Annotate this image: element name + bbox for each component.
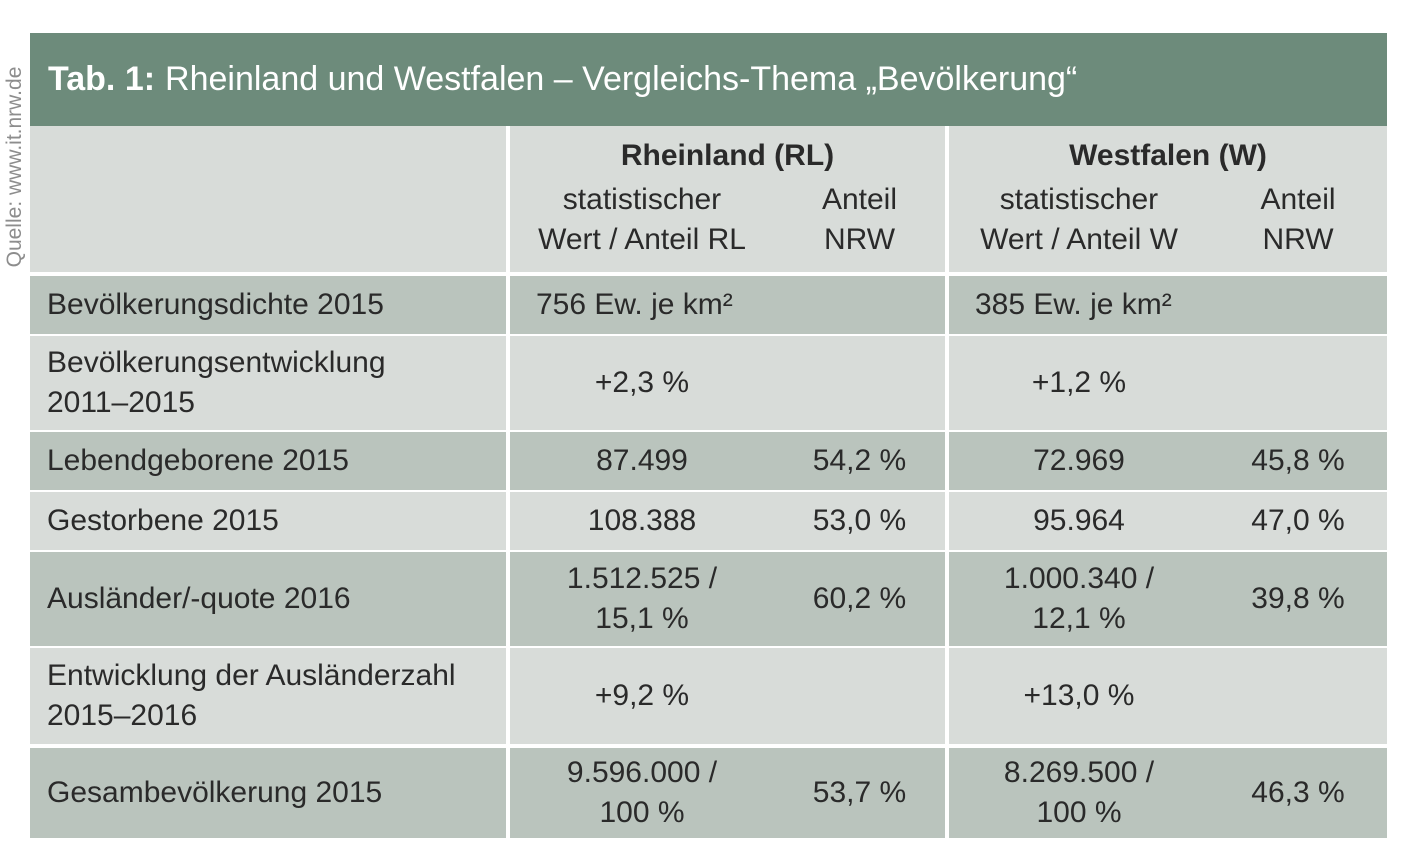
header-westfalen: Westfalen (W) [944,126,1388,176]
population-table: Rheinland (RL) Westfalen (W) statistisch… [30,126,1388,838]
header-rl-share-line1: Anteil [821,183,898,216]
w-value-line1: 8.269.500 / [1003,756,1155,789]
w-share: 39,8 % [1209,550,1388,647]
table-row: Gestorbene 2015 108.388 53,0 % 95.964 47… [30,490,1388,551]
rl-share: 53,7 % [774,744,947,838]
table-row: Ausländer/-quote 2016 1.512.525 / 15,1 %… [30,550,1388,647]
rl-value-line2: 100 % [599,796,685,829]
table-panel: Tab. 1: Rheinland und Westfalen – Vergle… [30,33,1388,838]
row-label-line1: Bevölkerungsentwicklung [47,346,386,379]
table-row: Lebendgeborene 2015 87.499 54,2 % 72.969… [30,430,1388,491]
header-row-subcolumns: statistischer Wert / Anteil RL Anteil NR… [30,176,1388,274]
rl-value: 87.499 [506,430,774,491]
table-title-prefix: Tab. 1: [48,60,156,98]
rl-value: 1.512.525 / 15,1 % [506,550,774,647]
w-value-line1: 1.000.340 / [1003,562,1155,595]
row-label-line1: Entwicklung der Ausländerzahl [47,659,456,692]
source-note: Quelle: www.it.nrw.de [0,33,30,301]
table-row: Entwicklung der Ausländerzahl 2015–2016 … [30,646,1388,746]
row-label: Bevölkerungsdichte 2015 [30,272,508,335]
rl-value: 9.596.000 / 100 % [506,744,774,838]
header-rl-value-line1: statistischer [562,183,722,216]
w-share [1209,334,1388,431]
rl-value: 756 Ew. je km² [506,272,947,335]
table-title: Tab. 1: Rheinland und Westfalen – Vergle… [30,33,1387,126]
header-w-share-line2: NRW [1262,223,1334,256]
w-value: +13,0 % [945,646,1209,746]
header-rl-value: statistischer Wert / Anteil RL [506,176,774,274]
rl-share [774,334,947,431]
row-label-line2: 2011–2015 [47,386,195,419]
row-label: Lebendgeborene 2015 [30,430,508,491]
header-w-value: statistischer Wert / Anteil W [945,176,1209,274]
w-value: 72.969 [945,430,1209,491]
header-rheinland: Rheinland (RL) [506,126,947,176]
rl-share [774,646,947,746]
w-value: 8.269.500 / 100 % [945,744,1209,838]
w-share: 46,3 % [1209,744,1388,838]
rl-value: +9,2 % [506,646,774,746]
rl-share: 60,2 % [774,550,947,647]
w-value: 385 Ew. je km² [944,272,1388,335]
row-label: Bevölkerungsentwicklung 2011–2015 [30,334,508,431]
w-value: +1,2 % [945,334,1209,431]
table-row: Bevölkerungsentwicklung 2011–2015 +2,3 %… [30,334,1388,431]
row-label-line2: 2015–2016 [47,699,198,732]
row-label: Gesambevölkerung 2015 [30,744,508,838]
w-value: 1.000.340 / 12,1 % [945,550,1209,647]
table-row: Gesambevölkerung 2015 9.596.000 / 100 % … [30,744,1388,838]
header-w-share: Anteil NRW [1209,176,1388,274]
w-share: 45,8 % [1209,430,1388,491]
rl-value-line1: 1.512.525 / [566,562,718,595]
header-w-value-line1: statistischer [999,183,1159,216]
rl-share: 53,0 % [774,490,947,551]
header-w-share-line1: Anteil [1260,183,1336,216]
w-value-line2: 100 % [1036,796,1122,829]
header-row-groups: Rheinland (RL) Westfalen (W) [30,126,1388,274]
table-row: Bevölkerungsdichte 2015 756 Ew. je km² 3… [30,272,1388,335]
header-w-value-line2: Wert / Anteil W [980,223,1178,256]
header-rl-share: Anteil NRW [774,176,947,274]
w-value: 95.964 [945,490,1209,551]
header-rl-share-line2: NRW [823,223,896,256]
rl-value: 108.388 [506,490,774,551]
row-label: Gestorbene 2015 [30,490,508,551]
table-title-text: Rheinland und Westfalen – Vergleichs-The… [165,60,1078,98]
rl-value: +2,3 % [506,334,774,431]
row-label: Ausländer/-quote 2016 [30,550,508,647]
header-rl-value-line2: Wert / Anteil RL [538,223,746,256]
header-empty-cell [30,126,508,274]
w-share: 47,0 % [1209,490,1388,551]
w-value-line2: 12,1 % [1032,602,1126,635]
row-label: Entwicklung der Ausländerzahl 2015–2016 [30,646,508,746]
source-note-text: Quelle: www.it.nrw.de [3,66,26,268]
rl-value-line2: 15,1 % [595,602,689,635]
w-share [1209,646,1388,746]
rl-share: 54,2 % [774,430,947,491]
rl-value-line1: 9.596.000 / [566,756,718,789]
